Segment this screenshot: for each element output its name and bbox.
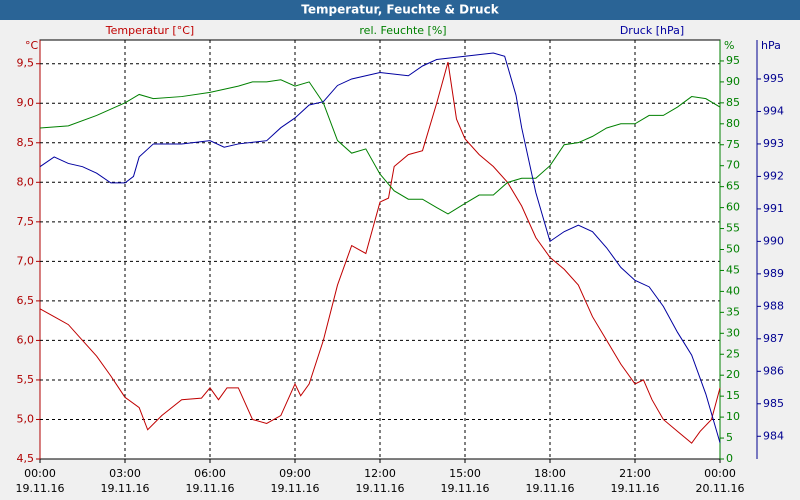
x-tick-label: 15:00	[449, 467, 481, 480]
legend-label: rel. Feuchte [%]	[359, 24, 446, 37]
y-tick-label: 6,5	[17, 294, 35, 307]
y-tick-label: 7,5	[17, 215, 35, 228]
x-tick-date: 19.11.16	[16, 482, 65, 495]
x-tick-date: 19.11.16	[526, 482, 575, 495]
x-tick-date: 19.11.16	[101, 482, 150, 495]
y-tick-label: 45	[726, 263, 740, 276]
y-tick-label: 50	[726, 243, 740, 256]
y-tick-label: 6,0	[17, 333, 35, 346]
x-tick-label: 09:00	[279, 467, 311, 480]
x-tick-label: 21:00	[619, 467, 651, 480]
axis-unit: °C	[25, 39, 39, 52]
y-tick-label: 991	[763, 202, 784, 215]
x-tick-label: 06:00	[194, 467, 226, 480]
y-tick-label: 5,0	[17, 412, 35, 425]
y-tick-label: 987	[763, 332, 784, 345]
y-tick-label: 75	[726, 138, 740, 151]
x-tick-label: 18:00	[534, 467, 566, 480]
y-tick-label: 95	[726, 54, 740, 67]
y-tick-label: 984	[763, 429, 784, 442]
data-line	[39, 79, 721, 215]
y-tick-label: 60	[726, 201, 740, 214]
y-tick-label: 992	[763, 169, 784, 182]
y-tick-label: 35	[726, 305, 740, 318]
x-tick-label: 12:00	[364, 467, 396, 480]
x-tick-label: 00:00	[24, 467, 56, 480]
y-tick-label: 30	[726, 326, 740, 339]
y-tick-label: 55	[726, 222, 740, 235]
y-tick-label: 989	[763, 267, 784, 280]
y-tick-label: 25	[726, 347, 740, 360]
y-tick-label: 8,5	[17, 136, 35, 149]
y-tick-label: 0	[726, 452, 733, 465]
x-tick-label: 00:00	[704, 467, 736, 480]
y-tick-label: 90	[726, 75, 740, 88]
y-tick-label: 8,0	[17, 175, 35, 188]
x-tick-date: 19.11.16	[186, 482, 235, 495]
y-tick-label: 986	[763, 364, 784, 377]
y-tick-label: 9,5	[17, 57, 35, 70]
legend-label: Temperatur [°C]	[105, 24, 194, 37]
y-tick-label: 985	[763, 397, 784, 410]
y-tick-label: 988	[763, 299, 784, 312]
y-tick-label: 20	[726, 368, 740, 381]
chart-title: Temperatur, Feuchte & Druck	[301, 3, 499, 17]
title-bar	[0, 0, 800, 20]
x-tick-date: 19.11.16	[611, 482, 660, 495]
legend-label: Druck [hPa]	[620, 24, 684, 37]
x-tick-date: 19.11.16	[356, 482, 405, 495]
y-tick-label: 40	[726, 284, 740, 297]
y-tick-label: 70	[726, 159, 740, 172]
axis-unit: hPa	[761, 39, 781, 52]
y-tick-label: 65	[726, 180, 740, 193]
y-tick-label: 993	[763, 137, 784, 150]
x-tick-date: 19.11.16	[271, 482, 320, 495]
y-tick-label: 10	[726, 410, 740, 423]
data-line	[39, 62, 721, 444]
y-tick-label: 9,0	[17, 96, 35, 109]
y-tick-label: 85	[726, 96, 740, 109]
data-line	[39, 52, 721, 443]
y-tick-label: 80	[726, 117, 740, 130]
x-tick-label: 03:00	[109, 467, 141, 480]
x-tick-date: 19.11.16	[441, 482, 490, 495]
y-tick-label: 5,5	[17, 373, 35, 386]
y-tick-label: 994	[763, 104, 784, 117]
axis-unit: %	[724, 39, 734, 52]
y-tick-label: 15	[726, 389, 740, 402]
y-tick-label: 995	[763, 72, 784, 85]
y-tick-label: 990	[763, 234, 784, 247]
y-tick-label: 7,0	[17, 254, 35, 267]
x-tick-date: 20.11.16	[696, 482, 745, 495]
y-tick-label: 5	[726, 431, 733, 444]
y-tick-label: 4,5	[17, 452, 35, 465]
